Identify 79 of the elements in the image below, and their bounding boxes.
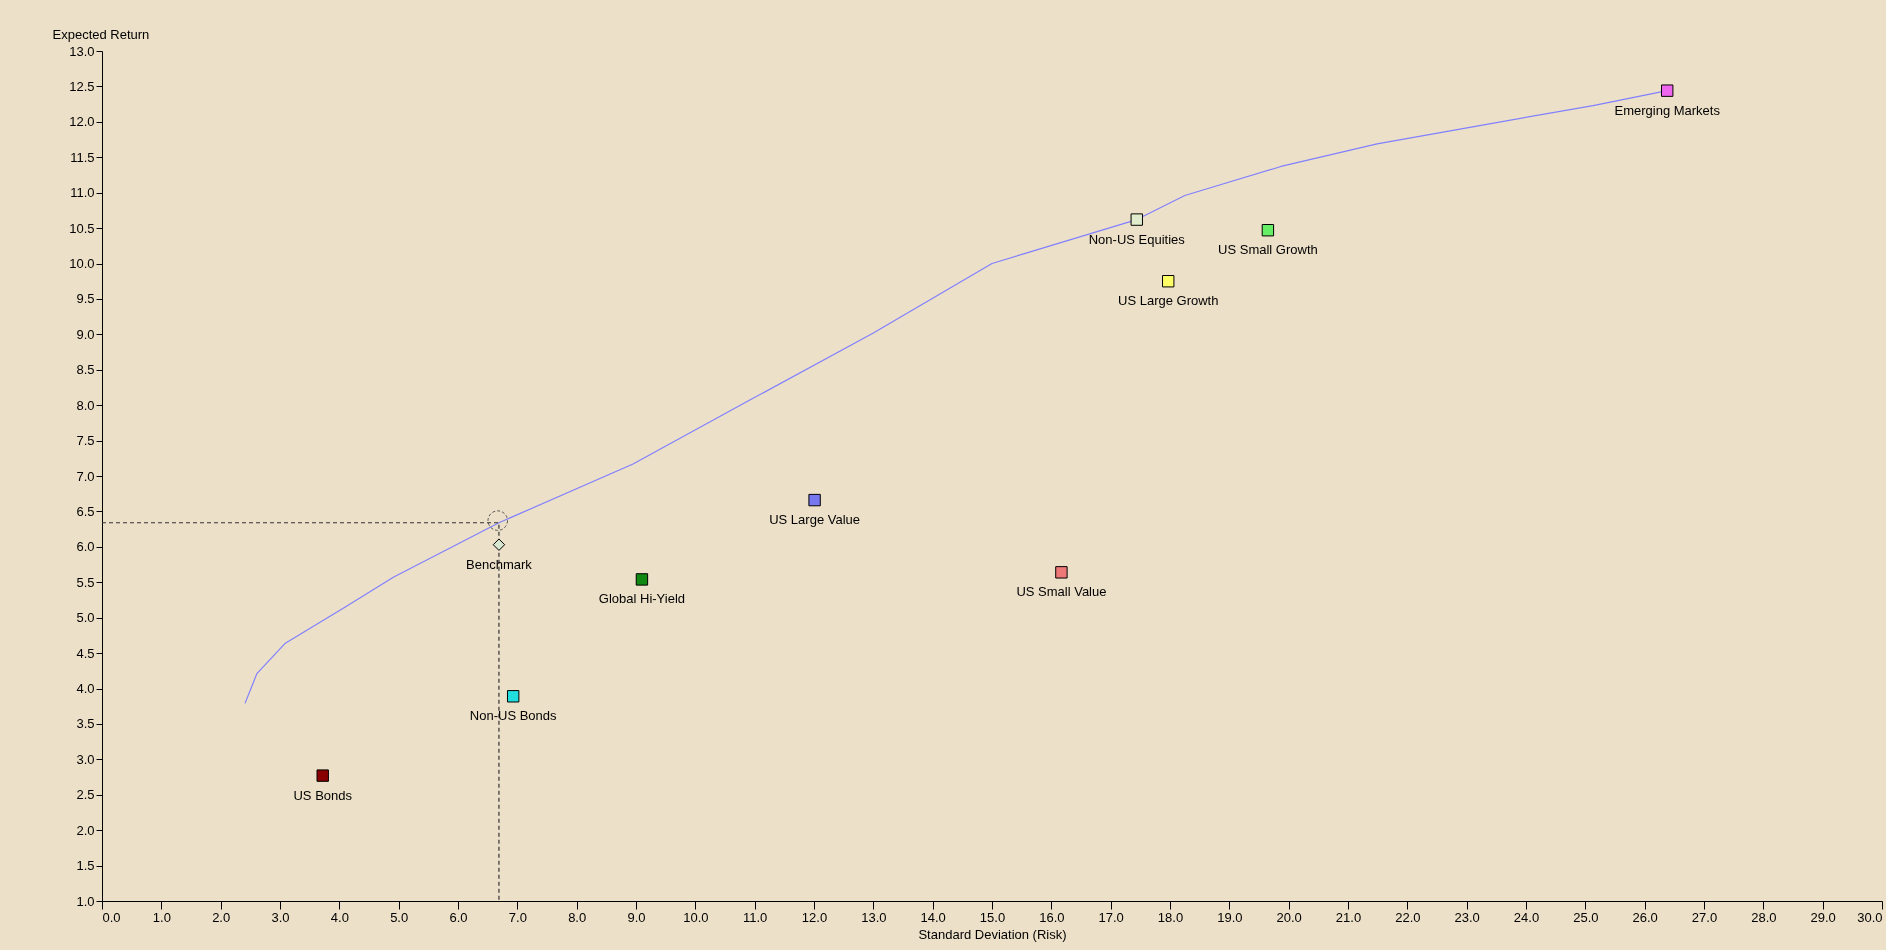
x-tick-label: 28.0 [1751,909,1777,925]
point [487,510,508,531]
y-tick-label: 1.5 [76,858,95,874]
x-tick-label: 30.0 [1857,909,1883,925]
y-axis-title: Expected Return [52,26,150,42]
series-label: US Bonds [293,787,353,803]
x-tick-label: 24.0 [1513,909,1540,925]
y-tick-label: 8.5 [76,362,95,378]
y-tick-label: 10.5 [69,220,95,236]
y-tick-label: 5.0 [76,610,95,626]
point [1130,213,1143,226]
x-tick-label: 5.0 [390,909,409,925]
y-tick-label: 6.5 [76,503,95,519]
y-tick-label: 11.0 [70,185,95,201]
y-tick-label: 7.5 [76,433,95,449]
x-tick-label: 21.0 [1335,909,1362,925]
x-axis-title: Standard Deviation (Risk) [918,926,1067,942]
x-tick-label: 3.0 [271,909,290,925]
point [1162,275,1175,288]
point [1661,84,1674,97]
series-label: Global Hi-Yield [598,591,686,607]
x-tick-label: 1.0 [152,909,171,925]
x-tick-label: 19.0 [1217,909,1243,925]
x-tick-label: 2.0 [212,909,231,925]
x-tick-label: 23.0 [1454,909,1480,925]
x-tick-label: 14.0 [920,909,946,925]
x-tick-label: 16.0 [1039,909,1065,925]
y-tick-label: 12.5 [69,78,95,94]
y-tick-label: 3.5 [76,716,95,732]
point [1261,224,1275,237]
y-tick-label: 9.0 [76,326,95,342]
x-tick-label: 4.0 [330,909,349,925]
series-label: US Small Growth [1218,242,1318,258]
series-label: Non-US Equities [1088,231,1186,247]
x-tick-label: 9.0 [627,909,646,925]
x-tick-label: 25.0 [1573,909,1599,925]
y-tick-label: 8.0 [76,397,95,413]
x-tick-label: 27.0 [1691,909,1718,925]
series-label: US Small Value [1016,584,1107,600]
x-tick-label: 29.0 [1810,909,1836,925]
x-tick-label: 10.0 [683,909,709,925]
x-tick-label: 17.0 [1098,909,1124,925]
point [492,538,506,551]
y-tick-label: 13.0 [69,43,95,59]
y-tick-label: 7.0 [76,468,95,484]
y-tick-label: 2.5 [76,787,95,803]
x-tick-label: 8.0 [568,909,587,925]
x-tick-label: 11.0 [742,909,768,925]
y-tick-label: 4.0 [76,681,95,696]
series-label: US Large Value [769,512,861,528]
x-tick-label: 12.0 [801,909,828,925]
point [635,573,649,586]
series-label: Emerging Markets [1614,102,1721,118]
point [808,493,821,507]
point [316,769,329,782]
point [1055,566,1068,579]
y-tick-label: 10.0 [69,256,95,271]
y-tick-label: 11.5 [70,149,95,165]
x-tick-label: 22.0 [1395,909,1421,925]
y-tick-label: 4.5 [76,645,95,661]
x-tick-label: 7.0 [508,909,527,925]
y-tick-label: 2.0 [76,822,95,838]
x-tick-label: 6.0 [449,909,468,925]
x-tick-label: 18.0 [1157,909,1184,925]
x-tick-label: 20.0 [1276,909,1302,925]
y-tick-label: 12.0 [69,114,95,130]
y-tick-label: 9.5 [76,291,95,307]
x-tick-label: 15.0 [979,909,1006,925]
x-tick-label: 13.0 [861,909,887,925]
series-label: US Large Growth [1118,293,1219,309]
y-tick-label: 3.0 [76,751,95,767]
y-tick-label: 1.0 [76,893,95,909]
y-tick-label: 6.0 [76,539,95,555]
point [506,690,520,703]
series-label: Non-US Bonds [469,708,558,724]
y-tick-label: 5.5 [76,574,95,590]
x-tick-label: 0.0 [102,909,121,925]
x-tick-label: 26.0 [1632,909,1658,925]
series-label: Benchmark [466,556,533,572]
